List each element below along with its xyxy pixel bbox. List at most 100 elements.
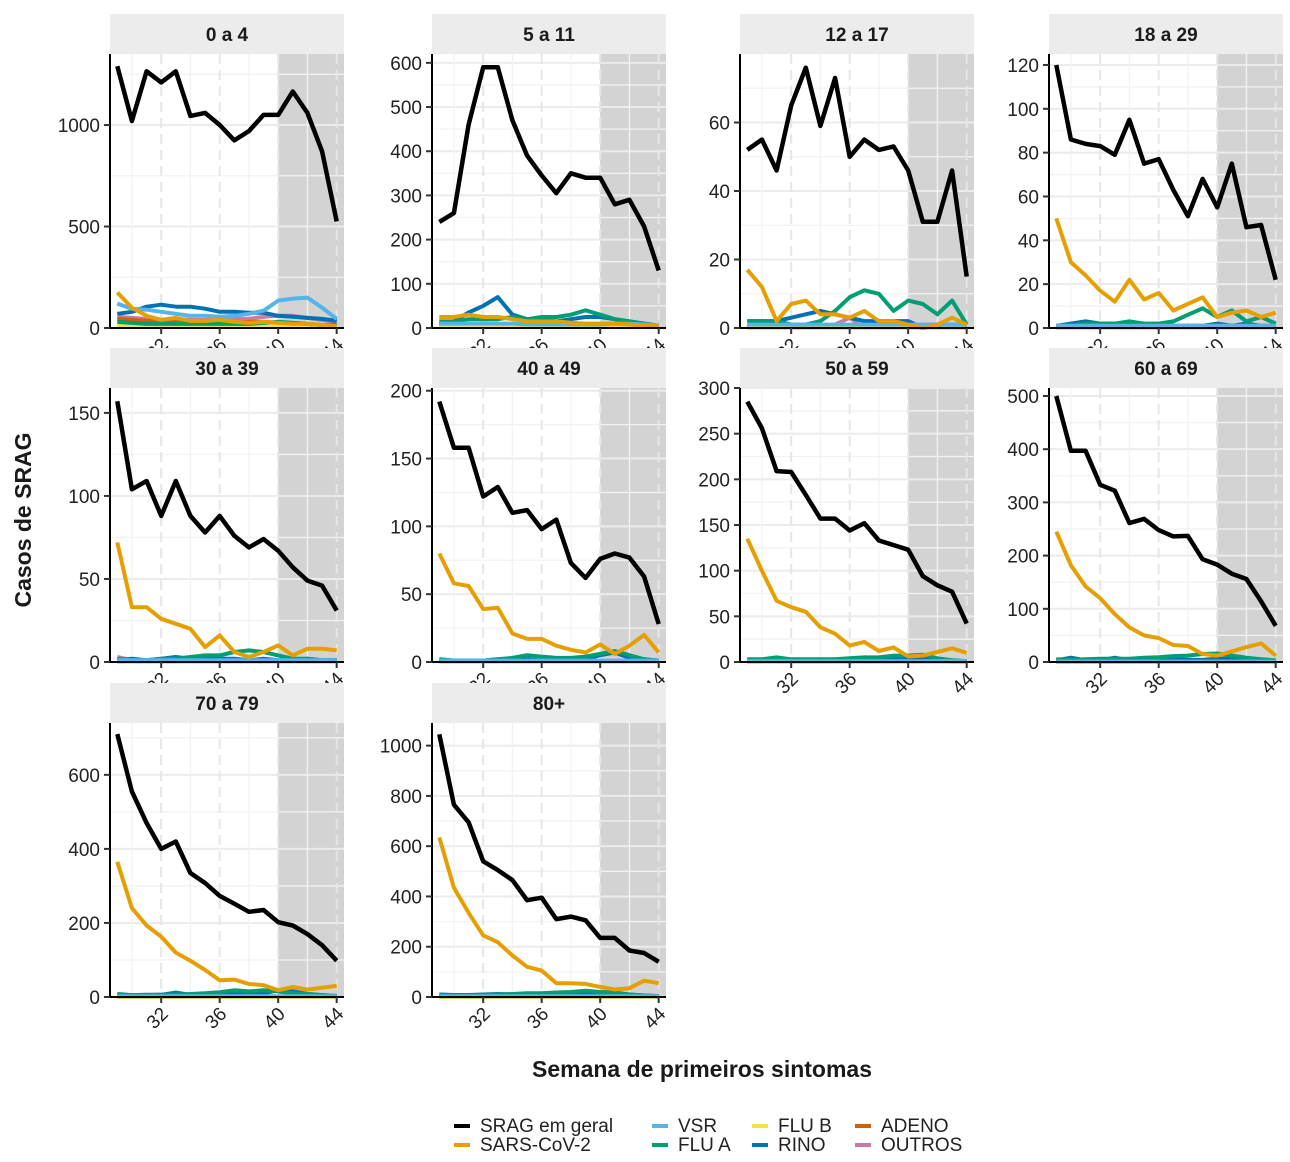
facet-strip xyxy=(740,14,974,54)
y-tick-label: 20 xyxy=(709,251,730,272)
facet-strip xyxy=(740,348,974,388)
shaded-region xyxy=(600,54,666,328)
facet-title: 18 a 29 xyxy=(1134,25,1197,46)
y-tick-label: 600 xyxy=(390,54,422,75)
y-tick-label: 300 xyxy=(698,379,730,400)
series-line-flua xyxy=(439,308,659,328)
series-line-flua xyxy=(1056,651,1276,663)
x-tick-label: 40 xyxy=(890,669,920,699)
series-line-srag xyxy=(115,65,339,222)
y-tick-label: 800 xyxy=(390,787,422,808)
y-tick-label: 1000 xyxy=(380,737,422,758)
panels: 0 a 405001000323640445 a 110100200300400… xyxy=(58,14,1288,1033)
y-tick-label: 600 xyxy=(390,837,422,858)
series-line-sars xyxy=(745,268,968,330)
x-tick-label: 40 xyxy=(582,1004,612,1034)
facet-title: 50 a 59 xyxy=(825,359,888,380)
facet-strip xyxy=(1049,348,1283,388)
x-tick-label: 32 xyxy=(773,669,803,699)
y-tick-label: 200 xyxy=(390,938,422,959)
series-line-sars xyxy=(439,312,659,328)
x-tick-label: 40 xyxy=(1199,669,1229,699)
y-tick-label: 80 xyxy=(1018,144,1039,165)
facet-panel: 0 a 40500100032364044 xyxy=(58,14,349,364)
y-tick-label: 40 xyxy=(709,182,730,203)
facet-panel: 50 a 59 0 50 100 150 200 250 300 32 36 40 44 xyxy=(698,348,979,699)
y-tick-label: 400 xyxy=(390,887,422,908)
y-tick-label: 500 xyxy=(390,98,422,119)
y-tick-label: 200 xyxy=(390,231,422,252)
x-tick-label: 40 xyxy=(260,1004,290,1034)
y-tick-label: 50 xyxy=(401,585,422,606)
legend-item-flub: FLU B xyxy=(752,1116,832,1137)
shaded-region xyxy=(278,388,344,662)
y-tick-label: 0 xyxy=(411,319,422,340)
y-tick-label: 100 xyxy=(1007,100,1039,121)
series-line-flua xyxy=(1056,306,1277,328)
series-line-srag xyxy=(437,400,661,625)
y-tick-label: 60 xyxy=(1018,187,1039,208)
x-tick-label: 44 xyxy=(1257,668,1287,698)
facet-panel: 80+ 0 200 400 600 800 1000 32 36 40 44 xyxy=(380,683,671,1033)
y-tick-label: 150 xyxy=(68,404,100,425)
facet-title: 60 a 69 xyxy=(1134,359,1197,380)
legend-label: FLU A xyxy=(678,1135,731,1156)
facet-title: 12 a 17 xyxy=(825,25,888,46)
y-tick-label: 400 xyxy=(390,142,422,163)
facet-panel: 12 a 17020406032364044 xyxy=(709,14,979,364)
y-tick-label: 20 xyxy=(1018,275,1039,296)
x-tick-label: 44 xyxy=(948,668,978,698)
series-line-sars xyxy=(745,537,968,659)
series-line-srag xyxy=(115,400,339,612)
x-tick-label: 36 xyxy=(831,669,861,699)
facet-strip xyxy=(110,348,344,388)
y-tick-label: 0 xyxy=(89,653,100,674)
y-tick-label: 1000 xyxy=(58,116,100,137)
facet-strip xyxy=(432,683,666,723)
y-tick-label: 250 xyxy=(698,425,730,446)
facet-title: 80+ xyxy=(533,694,565,715)
y-tick-label: 500 xyxy=(1007,387,1039,408)
series-line-flua xyxy=(747,652,967,664)
x-tick-label: 36 xyxy=(523,1004,553,1034)
series-line-sars xyxy=(437,552,661,656)
facet-title: 0 a 4 xyxy=(206,25,249,46)
y-tick-label: 50 xyxy=(79,570,100,591)
legend-item-flua: FLU A xyxy=(652,1135,731,1156)
y-tick-label: 200 xyxy=(698,470,730,491)
facet-panel: 30 a 3905010015032364044 xyxy=(68,348,349,698)
series-line-srag xyxy=(1054,64,1278,281)
x-axis-title: Semana de primeiros sintomas xyxy=(532,1056,872,1082)
shaded-region xyxy=(600,723,666,997)
legend-label: RINO xyxy=(778,1135,826,1156)
legend-item-adeno: ADENO xyxy=(855,1116,949,1137)
legend-label: OUTROS xyxy=(881,1135,962,1156)
shaded-region xyxy=(278,723,344,997)
series-line-srag xyxy=(746,65,969,277)
series-line-sars xyxy=(115,291,337,328)
legend-item-rino: RINO xyxy=(752,1135,826,1156)
y-tick-label: 100 xyxy=(1007,600,1039,621)
y-tick-label: 0 xyxy=(89,988,100,1009)
x-tick-label: 44 xyxy=(318,1003,348,1033)
legend-label: ADENO xyxy=(881,1116,949,1137)
y-tick-label: 0 xyxy=(411,653,422,674)
y-tick-label: 0 xyxy=(719,319,730,340)
facet-strip xyxy=(110,14,344,54)
x-tick-label: 32 xyxy=(143,1004,173,1034)
y-tick-label: 150 xyxy=(390,450,422,471)
y-tick-label: 200 xyxy=(68,914,100,935)
legend-label: SARS-CoV-2 xyxy=(480,1135,591,1156)
facet-strip xyxy=(432,14,666,54)
facet-strip xyxy=(110,683,344,723)
y-tick-label: 150 xyxy=(698,516,730,537)
y-tick-label: 200 xyxy=(390,382,422,403)
y-tick-label: 100 xyxy=(68,487,100,508)
y-tick-label: 400 xyxy=(1007,440,1039,461)
series-line-sars xyxy=(115,861,337,993)
y-tick-label: 50 xyxy=(709,607,730,628)
y-tick-label: 500 xyxy=(68,218,100,239)
legend-item-sars: SARS-CoV-2 xyxy=(454,1135,591,1156)
